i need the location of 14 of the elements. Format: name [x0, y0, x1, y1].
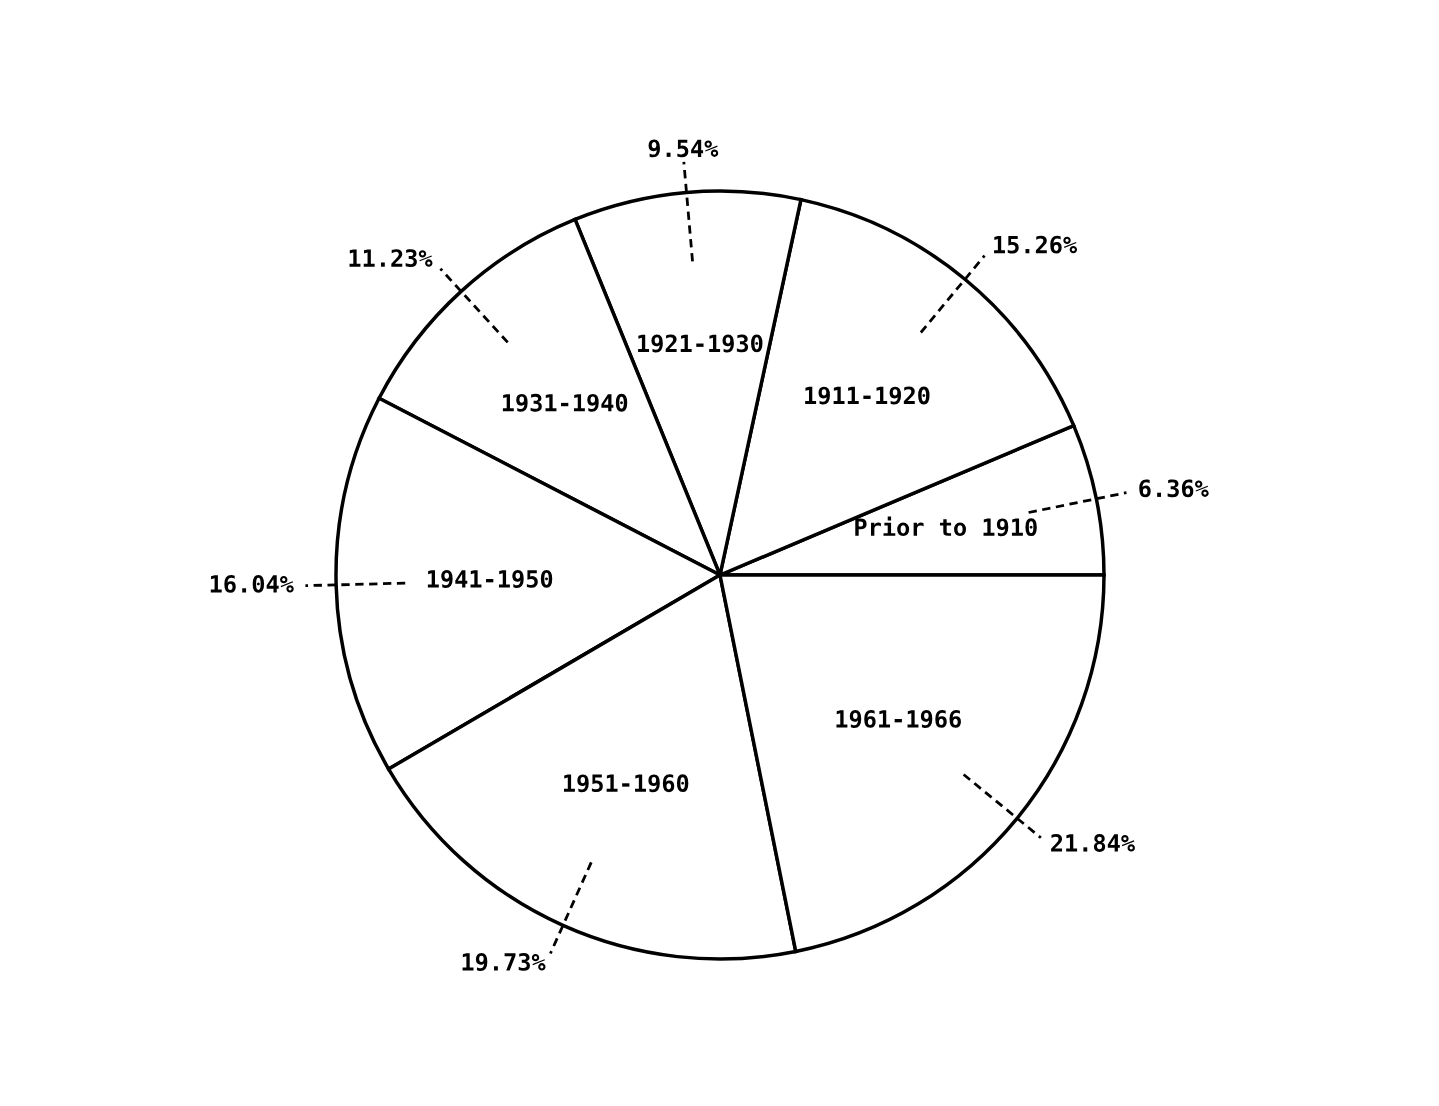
data-label: 16.04% [210, 574, 294, 593]
slice-label: Prior to 1910 [855, 516, 1037, 537]
data-label: 19.73% [462, 952, 546, 971]
slice-label: 1961-1966 [836, 709, 961, 728]
slice-label: 1921-1930 [638, 334, 763, 353]
slice-label: 1911-1920 [805, 386, 930, 405]
slice-label: 1931-1940 [502, 393, 628, 412]
slice-label: 1941-1950 [427, 569, 553, 588]
data-label: 6.36% [1139, 479, 1209, 498]
slice-label: 1951-1960 [563, 774, 689, 793]
data-label: 15.26% [994, 235, 1078, 254]
data-label: 9.54% [648, 139, 719, 158]
data-label: 21.84% [1051, 834, 1135, 852]
data-label: 11.23% [349, 249, 433, 268]
